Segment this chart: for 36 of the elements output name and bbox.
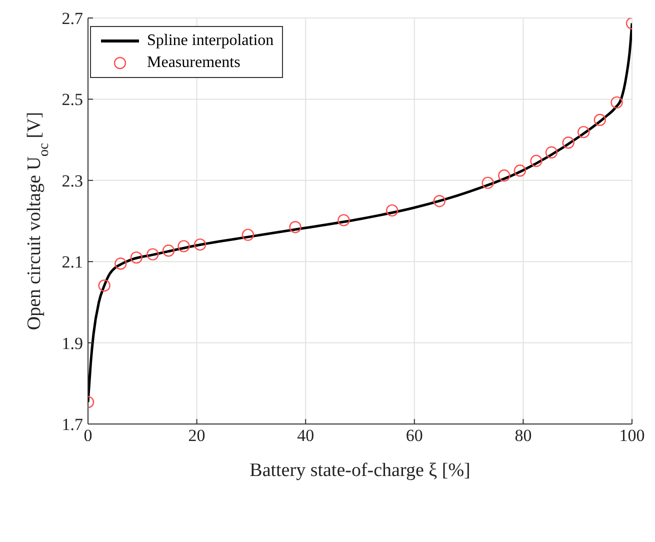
point [577,126,590,138]
point [530,154,542,168]
point [514,164,526,177]
y-tick-label: 2.5 [62,90,83,110]
point [594,114,606,126]
y-tick-label: 1.7 [62,415,84,434]
point [289,220,302,234]
point [130,251,143,264]
x-tick-label: 20 [188,426,206,446]
point [114,258,127,270]
point [162,244,175,257]
point [562,136,574,149]
point [482,176,494,189]
point [98,279,110,292]
point [386,204,398,217]
point [194,238,206,251]
x-tick-label: 40 [297,426,314,446]
legend-label: Measurements [147,54,240,72]
x-axis-title: Battery state-of-charge ξ [%] [250,460,470,481]
point [498,169,510,182]
point [146,248,159,260]
x-tick-label: 80 [514,426,532,446]
point [433,195,446,208]
x-tick-label: 100 [619,426,645,446]
x-tick-label: 0 [84,426,92,446]
legend-label: Spline interpolation [147,32,274,50]
y-tick-label: 2.1 [62,252,83,272]
point [545,146,558,158]
y-tick-label: 1.9 [62,334,83,353]
point [242,228,254,241]
y-tick-label: 2.7 [62,9,84,28]
x-tick-label: 60 [406,426,423,446]
point [338,214,350,226]
point [610,96,623,109]
point [178,240,190,252]
y-tick-label: 2.3 [62,171,83,190]
